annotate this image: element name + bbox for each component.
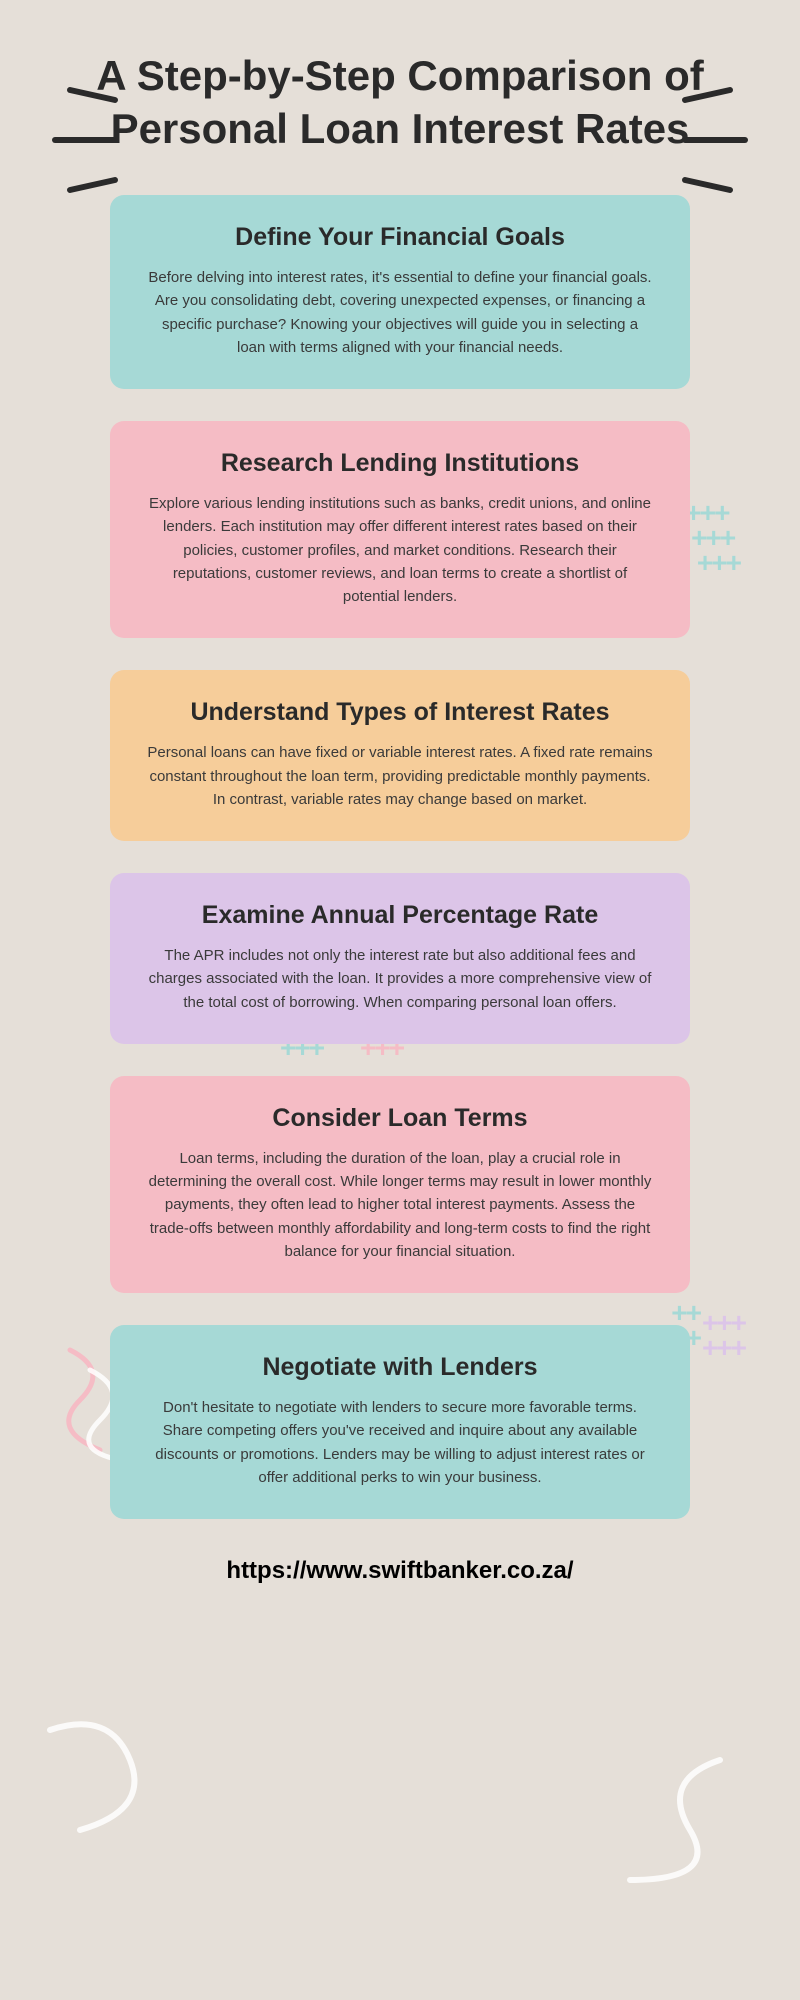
footer-url[interactable]: https://www.swiftbanker.co.za/	[226, 1557, 573, 1585]
step-body: Explore various lending institutions suc…	[146, 492, 654, 608]
step-title: Examine Annual Percentage Rate	[146, 901, 654, 930]
step-title: Consider Loan Terms	[146, 1104, 654, 1133]
plus-decor-icon: ++++++	[702, 1310, 745, 1360]
plus-decor-icon: +++ +++ +++	[685, 500, 740, 576]
step-body: Loan terms, including the duration of th…	[146, 1147, 654, 1263]
step-card: Consider Loan Terms Loan terms, includin…	[110, 1076, 690, 1293]
step-body: Personal loans can have fixed or variabl…	[146, 741, 654, 811]
step-body: Don't hesitate to negotiate with lenders…	[146, 1396, 654, 1489]
squiggle-icon	[40, 1710, 180, 1860]
step-title: Negotiate with Lenders	[146, 1353, 654, 1382]
squiggle-icon	[600, 1750, 740, 1900]
step-body: Before delving into interest rates, it's…	[146, 266, 654, 359]
step-title: Research Lending Institutions	[146, 449, 654, 478]
step-card: Examine Annual Percentage Rate The APR i…	[110, 873, 690, 1044]
step-card: Understand Types of Interest Rates Perso…	[110, 670, 690, 841]
step-body: The APR includes not only the interest r…	[146, 944, 654, 1014]
step-title: Define Your Financial Goals	[146, 223, 654, 252]
step-card: Negotiate with Lenders Don't hesitate to…	[110, 1325, 690, 1519]
step-title: Understand Types of Interest Rates	[146, 698, 654, 727]
page-title: A Step-by-Step Comparison of Personal Lo…	[80, 50, 720, 155]
step-card: Research Lending Institutions Explore va…	[110, 421, 690, 638]
step-card: Define Your Financial Goals Before delvi…	[110, 195, 690, 389]
